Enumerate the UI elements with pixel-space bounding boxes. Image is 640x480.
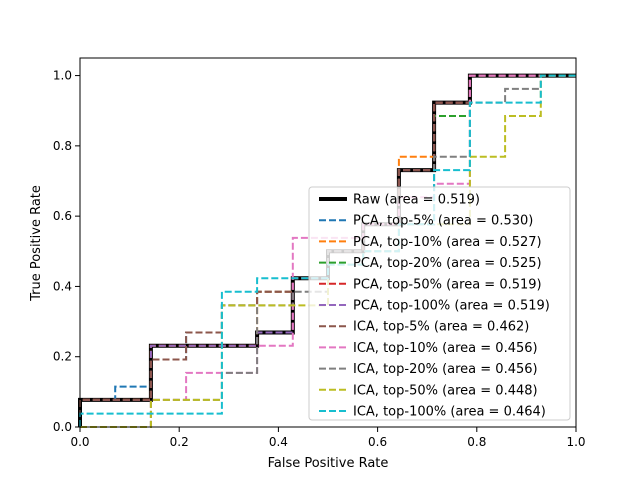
y-axis-label: True Positive Rate <box>29 185 44 302</box>
y-tick-label: 0.2 <box>53 350 72 364</box>
y-tick-label: 0.6 <box>53 209 72 223</box>
legend-label: PCA, top-20% (area = 0.525) <box>353 256 542 271</box>
legend-label: ICA, top-10% (area = 0.456) <box>353 341 538 356</box>
x-axis-label: False Positive Rate <box>268 456 389 471</box>
legend-label: ICA, top-5% (area = 0.462) <box>353 320 529 335</box>
y-tick-label: 0.0 <box>53 420 72 434</box>
x-tick-label: 0.8 <box>467 435 486 449</box>
series-line-10 <box>79 74 576 427</box>
legend-label: PCA, top-100% (area = 0.519) <box>353 299 550 314</box>
x-tick-label: 0.6 <box>368 435 387 449</box>
legend-label: PCA, top-5% (area = 0.530) <box>353 214 533 229</box>
axes-layer: 0.0 0.2 0.4 0.6 0.8 1.0 0.0 0.2 0.4 0.6 0.8 1.0 <box>53 57 586 449</box>
x-tick-label: 0.2 <box>170 435 189 449</box>
y-tick-label: 0.8 <box>53 139 72 153</box>
axes-frame <box>79 57 577 428</box>
y-tick-label: 1.0 <box>53 69 72 83</box>
legend-label: Raw (area = 0.519) <box>353 193 480 208</box>
legend-label: ICA, top-100% (area = 0.464) <box>353 405 546 420</box>
legend-box <box>308 186 571 421</box>
x-tick-label: 1.0 <box>566 435 585 449</box>
x-tick-label: 0.0 <box>70 435 89 449</box>
x-tick-label: 0.4 <box>269 435 288 449</box>
y-tick-label: 0.4 <box>53 279 72 293</box>
legend-label: ICA, top-20% (area = 0.456) <box>353 362 538 377</box>
legend-label: PCA, top-50% (area = 0.519) <box>353 277 542 292</box>
legend-label: ICA, top-50% (area = 0.448) <box>353 383 538 398</box>
legend: Raw (area = 0.519) PCA, top-5% (area = 0.… <box>308 186 571 421</box>
legend-label: PCA, top-10% (area = 0.527) <box>353 235 542 250</box>
